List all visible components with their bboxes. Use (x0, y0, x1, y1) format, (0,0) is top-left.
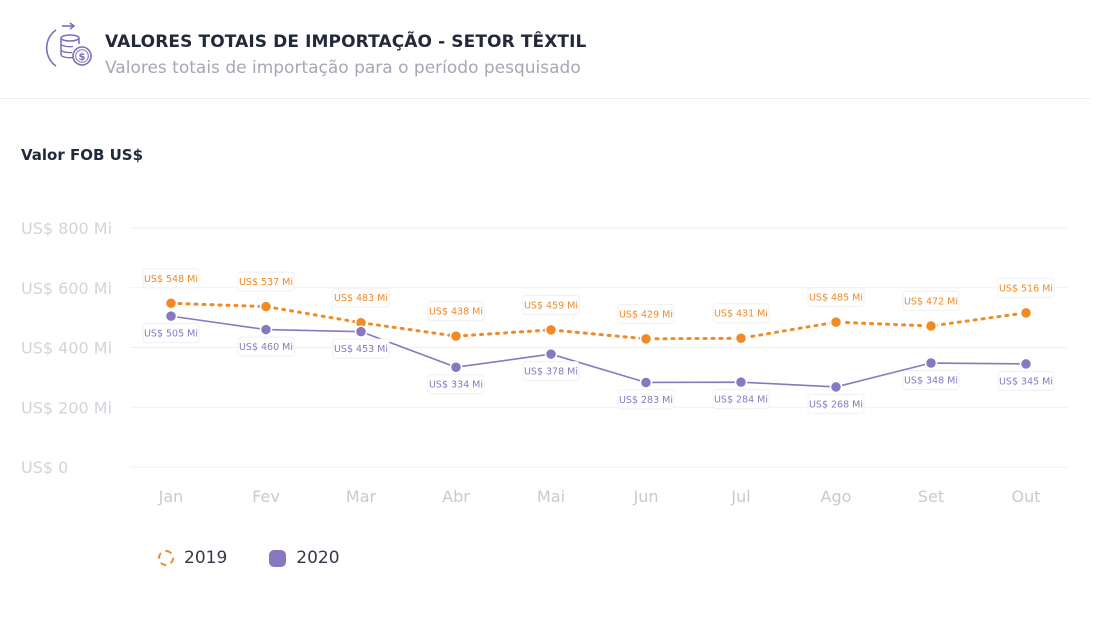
data-point-2019 (259, 300, 273, 313)
page-title: VALORES TOTAIS DE IMPORTAÇÃO - SETOR TÊX… (105, 32, 587, 52)
data-label-box (712, 389, 770, 410)
data-label-box (237, 271, 295, 292)
data-point-2020 (354, 325, 368, 338)
data-label-box (997, 277, 1055, 298)
legend-label-2020: 2020 (296, 548, 340, 568)
data-label-box (617, 389, 675, 410)
data-label: US$ 472 Mi (904, 296, 958, 307)
data-label-box (427, 374, 485, 395)
y-tick-label: US$ 800 Mi (21, 219, 112, 238)
data-label: US$ 460 Mi (239, 342, 293, 353)
data-label: US$ 483 Mi (334, 293, 388, 304)
data-label-box (807, 287, 865, 308)
legend-item-2019[interactable]: 2019 (158, 548, 227, 568)
y-axis-title: Valor FOB US$ (21, 146, 144, 164)
data-label-box (807, 393, 865, 414)
data-point-2020 (544, 347, 558, 361)
data-point-2020 (734, 375, 748, 389)
y-tick-label: US$ 600 Mi (21, 279, 112, 298)
data-label-box (237, 336, 295, 357)
data-label-box (142, 323, 200, 344)
data-label-box (427, 301, 485, 322)
data-point-2019 (639, 332, 653, 346)
legend-marker-2020 (269, 549, 287, 567)
x-tick-label: Abr (442, 487, 470, 506)
data-label: US$ 284 Mi (714, 395, 768, 406)
coins-dollar-icon: $ (45, 22, 92, 67)
data-point-2020 (164, 309, 178, 323)
data-label: US$ 548 Mi (144, 274, 198, 285)
data-point-2020 (449, 360, 463, 374)
data-point-2020 (639, 376, 653, 389)
data-label-box (902, 290, 960, 311)
x-tick-label: Out (1011, 487, 1040, 506)
data-point-2019 (544, 323, 558, 337)
data-label: US$ 431 Mi (714, 309, 768, 320)
line-chart: US$ 0 US$ 200 Mi US$ 400 Mi US$ 600 Mi US$ 8… (21, 219, 1068, 506)
x-tick-label: Set (918, 487, 944, 506)
series-line-2020 (170, 315, 1027, 388)
data-label: US$ 453 Mi (334, 344, 388, 355)
data-point-2019 (449, 329, 463, 343)
x-tick-label: Ago (821, 487, 852, 506)
data-point-2019 (164, 297, 178, 310)
data-point-2019 (829, 315, 843, 329)
data-label-box (332, 287, 390, 308)
y-tick-label: US$ 400 Mi (21, 339, 112, 358)
data-label-box (617, 303, 675, 324)
data-point-2020 (829, 380, 843, 394)
x-tick-label: Mar (346, 487, 377, 506)
data-point-2020 (924, 356, 938, 370)
legend-item-2020[interactable]: 2020 (269, 548, 340, 568)
x-tick-label: Fev (252, 487, 280, 506)
series-line-2019 (169, 301, 1028, 341)
y-tick-label: US$ 0 (21, 458, 68, 477)
data-label: US$ 283 Mi (619, 395, 673, 406)
data-label: US$ 459 Mi (524, 300, 578, 311)
data-label: US$ 429 Mi (619, 309, 673, 320)
data-label-box (522, 294, 580, 315)
data-label-box (902, 370, 960, 391)
data-point-2020 (259, 323, 273, 336)
data-label-box (997, 370, 1055, 391)
page-subtitle: Valores totais de importação para o perí… (105, 58, 581, 78)
data-label: US$ 345 Mi (999, 376, 1053, 387)
x-tick-label: Jul (730, 487, 750, 506)
data-label: US$ 505 Mi (144, 329, 198, 340)
x-tick-label: Mai (537, 487, 565, 506)
svg-text:$: $ (79, 52, 86, 63)
data-label: US$ 348 Mi (904, 376, 958, 387)
data-label: US$ 485 Mi (809, 293, 863, 304)
data-point-2020 (1019, 357, 1033, 371)
data-point-2019 (924, 319, 938, 333)
data-label: US$ 334 Mi (429, 380, 483, 391)
legend-marker-2019 (158, 550, 174, 566)
x-tick-label: Jun (633, 487, 659, 506)
data-label: US$ 516 Mi (999, 283, 1053, 294)
y-tick-label: US$ 200 Mi (21, 398, 112, 417)
data-label: US$ 268 Mi (809, 399, 863, 410)
data-label-box (522, 361, 580, 382)
x-tick-label: Jan (158, 487, 184, 506)
data-label-box (712, 303, 770, 324)
data-point-2019 (734, 331, 748, 345)
data-label-box (142, 268, 200, 289)
header-divider (0, 98, 1090, 99)
legend-label-2019: 2019 (184, 548, 228, 568)
chart-legend: 2019 2020 (158, 548, 382, 568)
data-point-2019 (1019, 306, 1033, 320)
data-label: US$ 438 Mi (429, 307, 483, 318)
data-label: US$ 537 Mi (239, 277, 293, 288)
data-label: US$ 378 Mi (524, 367, 578, 378)
data-label-box (332, 338, 390, 359)
